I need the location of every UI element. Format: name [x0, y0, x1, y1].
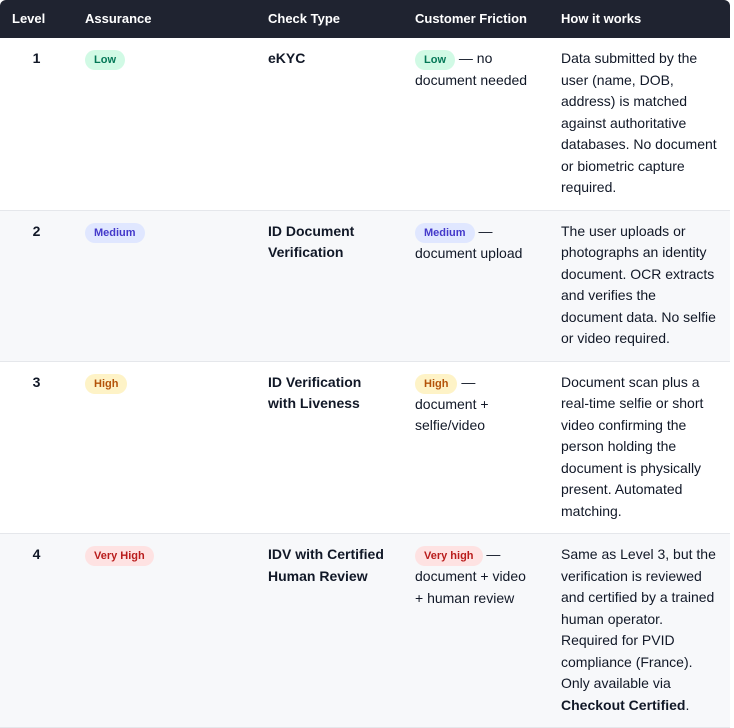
how-cell: Document scan plus a real-time selfie or…: [549, 361, 730, 534]
column-header: Assurance: [85, 11, 152, 27]
friction-badge: Very high: [415, 546, 483, 566]
friction-badge: High: [415, 373, 458, 394]
assurance-cell: Very High: [73, 534, 256, 728]
friction-text: — document upload: [415, 222, 523, 261]
header-row: Level Assurance Check Type Customer Frictio…: [0, 0, 730, 38]
level-cell: 2: [32, 222, 41, 239]
how-text: Document scan plus a real-time selfie or…: [561, 373, 704, 519]
table-row: 3 High ID Verification with Liveness High —…: [0, 361, 730, 534]
how-text: Data submitted by the user (name, DOB, a…: [561, 50, 717, 195]
how-text: The user uploads or photographs an ident…: [561, 222, 716, 347]
check-type-cell: eKYC: [268, 50, 306, 66]
table-header: Level Assurance Check Type Customer Frictio…: [0, 0, 730, 38]
friction-cell: Very high — document + video + human rev…: [403, 534, 549, 728]
friction-cell: Low — no document needed: [403, 38, 549, 210]
how-cell: The user uploads or photographs an ident…: [549, 210, 730, 361]
level-cell: 1: [32, 50, 41, 66]
table-row: 4 Very High IDV with Certified Human Revie…: [0, 533, 730, 728]
friction-text: — no document needed: [415, 50, 528, 88]
table-row: 2 Medium ID Document Verification Medium — …: [0, 210, 730, 361]
table-body: 1 Low eKYC Low — no document needed Data sub…: [0, 38, 730, 728]
how-cell: Data submitted by the user (name, DOB, a…: [549, 38, 730, 210]
assurance-cell: High: [73, 361, 256, 534]
how-cell: Same as Level 3, but the verification is…: [549, 534, 730, 728]
check-type-cell: IDV with Certified Human Review: [268, 546, 384, 584]
friction-badge: Medium: [415, 222, 475, 243]
column-header: Level: [12, 11, 46, 27]
table-row: 1 Low eKYC Low — no document needed Data sub…: [0, 38, 730, 210]
column-header: Check Type: [268, 11, 341, 27]
column-header: How it works: [561, 11, 642, 27]
assurance-badge: Low: [85, 50, 125, 70]
friction-cell: Medium — document upload: [403, 210, 549, 361]
friction-cell: High — document + selfie/video: [403, 361, 549, 534]
column-header: Customer Friction: [415, 11, 527, 27]
assurance-cell: Low: [73, 38, 256, 210]
how-text: Same as Level 3, but the verification is…: [561, 546, 716, 691]
how-bold: Checkout Certified: [561, 696, 686, 713]
assurance-badge: Medium: [85, 222, 145, 243]
assurance-badge: Very High: [85, 546, 154, 566]
level-cell: 4: [32, 546, 41, 562]
assurance-cell: Medium: [73, 210, 256, 361]
assurance-badge: High: [85, 373, 128, 394]
friction-badge: Low: [415, 50, 455, 70]
check-type-cell: ID Document Verification: [268, 222, 355, 261]
friction-text: — document + selfie/video: [415, 373, 489, 434]
check-type-cell: ID Verification with Liveness: [268, 373, 362, 412]
how-end: .: [685, 696, 690, 713]
level-cell: 3: [32, 373, 41, 390]
friction-text: — document + video + human review: [415, 546, 526, 606]
